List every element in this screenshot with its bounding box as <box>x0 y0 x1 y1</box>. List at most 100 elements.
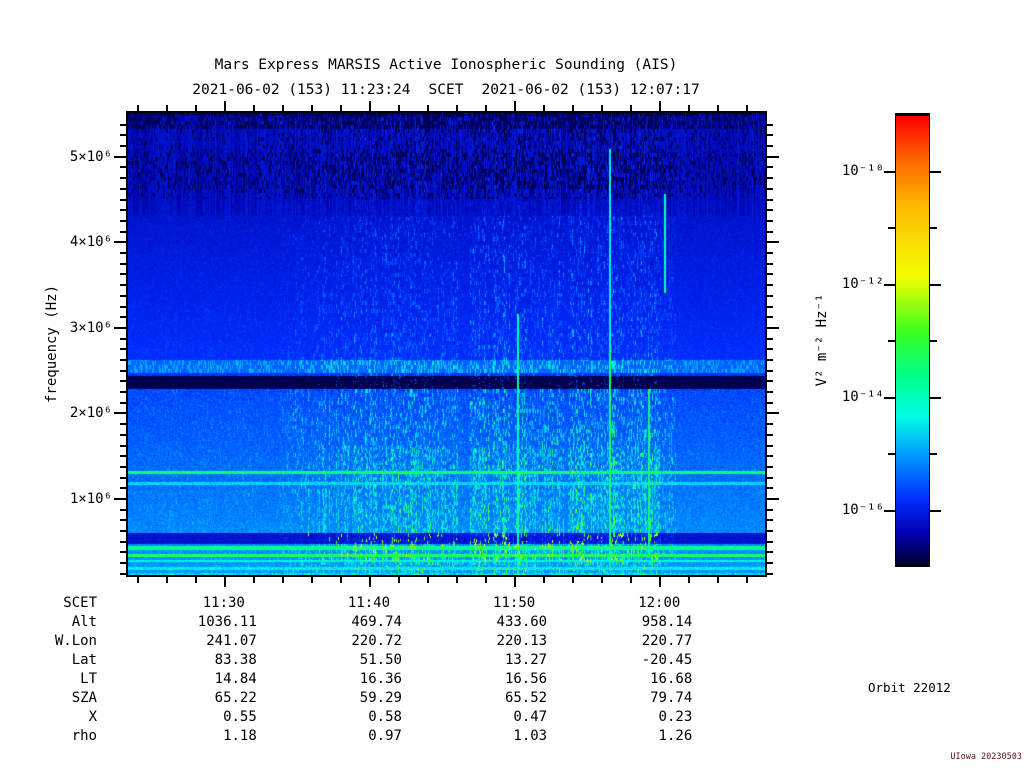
x-axis-tick <box>253 105 255 111</box>
x-axis-tick <box>659 577 661 587</box>
colorbar-tick <box>929 453 937 455</box>
x-axis-tick <box>659 101 661 111</box>
scet-header: 2021-06-02 (153) 11:23:24 SCET 2021-06-02 … <box>192 82 699 98</box>
scet-start-time: 2021-06-02 (153) 11:23:24 <box>192 82 411 98</box>
y-axis-tick <box>120 166 126 168</box>
y-axis-tick <box>120 402 126 404</box>
x-axis-tick <box>601 105 603 111</box>
y-axis-label: frequency (Hz) <box>44 284 60 404</box>
colorbar-tick <box>884 284 896 286</box>
y-axis-tick <box>767 370 773 372</box>
y-axis-tick <box>120 209 126 211</box>
table-cell: 0.55 <box>223 709 257 725</box>
table-cell: 220.72 <box>351 633 402 649</box>
x-axis-tick <box>195 105 197 111</box>
table-cell: 16.36 <box>359 671 402 687</box>
y-axis-tick <box>120 252 126 254</box>
x-axis-tick <box>485 577 487 583</box>
y-axis-tick <box>114 412 126 414</box>
table-row-label: LT <box>80 671 97 687</box>
table-cell: 433.60 <box>496 614 548 630</box>
table-cell: 1.18 <box>223 728 257 744</box>
y-axis-tick-label: 3×10⁶ <box>69 320 112 336</box>
x-axis-tick <box>601 577 603 583</box>
table-cell: 83.38 <box>214 652 257 668</box>
y-axis-tick <box>767 284 773 286</box>
table-row-label: Lat <box>71 652 97 668</box>
colorbar-tick-label: 10⁻¹² <box>841 276 884 292</box>
y-axis-tick <box>767 124 773 126</box>
x-axis-tick <box>717 577 719 583</box>
y-axis-tick <box>120 519 126 521</box>
table-row-label: SCET <box>63 595 97 611</box>
y-axis-tick <box>120 541 126 543</box>
x-axis-tick <box>398 577 400 583</box>
x-axis-tick <box>572 577 574 583</box>
x-axis-tick <box>195 577 197 583</box>
orbit-label: Orbit 22012 <box>868 680 951 695</box>
colorbar-tick <box>884 510 896 512</box>
colorbar-tick <box>929 510 941 512</box>
table-row-label: SZA <box>71 690 97 706</box>
y-axis-tick <box>120 445 126 447</box>
table-cell: 13.27 <box>504 652 548 668</box>
y-axis-tick <box>767 359 773 361</box>
y-axis-tick <box>767 199 773 201</box>
colorbar-tick <box>888 453 896 455</box>
table-cell: 14.84 <box>214 671 257 687</box>
table-cell: 0.47 <box>513 709 548 725</box>
y-axis-tick <box>120 306 126 308</box>
x-axis-tick <box>340 105 342 111</box>
table-cell: 0.23 <box>658 709 693 725</box>
y-axis-tick <box>767 391 773 393</box>
spectrogram-heatmap <box>128 113 765 575</box>
y-axis-tick <box>120 199 126 201</box>
table-cell: 65.22 <box>214 690 257 706</box>
colorbar-bottom-cap <box>896 564 929 566</box>
y-axis-tick <box>767 316 773 318</box>
y-axis-tick <box>767 423 773 425</box>
y-axis-tick <box>767 487 773 489</box>
y-axis-tick <box>767 412 779 414</box>
y-axis-tick <box>767 273 773 275</box>
table-row-label: Alt <box>71 614 97 630</box>
x-axis-tick <box>630 105 632 111</box>
y-axis-tick <box>120 188 126 190</box>
y-axis-tick <box>767 498 779 500</box>
y-axis-tick <box>120 231 126 233</box>
y-axis-tick <box>120 530 126 532</box>
y-axis-tick <box>120 509 126 511</box>
y-axis-tick <box>767 519 773 521</box>
table-cell: 16.56 <box>504 671 548 687</box>
y-axis-tick <box>767 445 773 447</box>
x-axis-tick <box>166 105 168 111</box>
y-axis-tick <box>767 348 773 350</box>
x-axis-tick <box>688 105 690 111</box>
y-axis-tick <box>767 252 773 254</box>
colorbar-tick-label: 10⁻¹⁴ <box>841 389 884 405</box>
table-cell: 65.52 <box>504 690 548 706</box>
scet-axis-label: SCET <box>428 82 464 98</box>
x-axis-tick <box>398 105 400 111</box>
x-axis-tick <box>253 577 255 583</box>
x-axis-tick <box>688 577 690 583</box>
y-axis-tick <box>767 509 773 511</box>
y-axis-tick <box>120 134 126 136</box>
table-cell: 0.58 <box>368 709 402 725</box>
y-axis-tick-label: 1×10⁶ <box>69 491 112 507</box>
x-axis-tick <box>282 577 284 583</box>
colorbar-tick <box>929 227 937 229</box>
x-axis-tick <box>311 105 313 111</box>
y-axis-tick <box>120 477 126 479</box>
y-axis-tick <box>767 188 773 190</box>
y-axis-tick <box>120 562 126 564</box>
colorbar-tick <box>888 340 896 342</box>
y-axis-tick <box>767 530 773 532</box>
table-cell: 220.77 <box>641 633 693 649</box>
colorbar-tick <box>929 284 941 286</box>
colorbar-tick-label: 10⁻¹⁰ <box>841 163 884 179</box>
table-cell: 0.97 <box>368 728 402 744</box>
y-axis-tick <box>120 263 126 265</box>
y-axis-tick <box>120 573 126 575</box>
